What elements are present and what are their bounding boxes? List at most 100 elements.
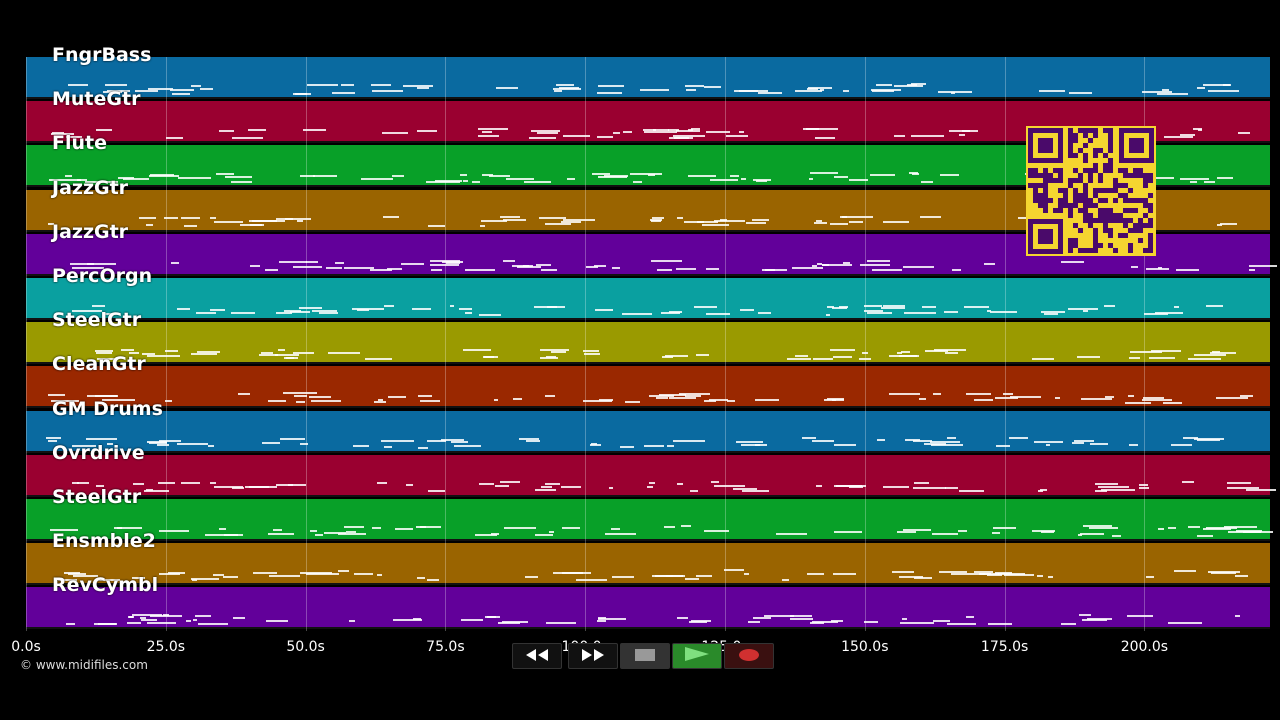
midi-note <box>802 437 816 439</box>
midi-note <box>1082 310 1089 313</box>
midi-note <box>910 134 944 137</box>
midi-note <box>963 306 990 309</box>
midi-note <box>553 90 563 93</box>
midi-note <box>248 485 277 488</box>
tick-label: 0.0s <box>11 639 41 655</box>
midi-note <box>500 480 521 483</box>
midi-note <box>946 622 977 625</box>
midi-note <box>1211 350 1220 353</box>
midi-note <box>848 220 864 223</box>
midi-note <box>871 89 895 92</box>
midi-note <box>478 313 501 316</box>
midi-note <box>1082 619 1108 622</box>
midi-note <box>50 133 75 136</box>
midi-note <box>742 489 769 492</box>
midi-note <box>979 572 991 575</box>
midi-note <box>1223 525 1258 528</box>
midi-note <box>864 621 879 623</box>
midi-note <box>987 623 1012 626</box>
play-button[interactable] <box>672 643 722 669</box>
midi-note <box>231 136 264 139</box>
midi-note <box>720 218 728 221</box>
midi-note <box>105 83 128 86</box>
midi-note <box>909 171 919 174</box>
record-button[interactable] <box>724 643 774 669</box>
midi-note <box>996 444 1011 447</box>
midi-note <box>902 528 931 531</box>
midi-note <box>427 490 445 493</box>
midi-note <box>140 616 146 619</box>
grid-line <box>165 57 167 631</box>
midi-note <box>966 393 991 396</box>
midi-note <box>276 218 294 221</box>
midi-note <box>98 623 117 626</box>
midi-note <box>51 400 80 403</box>
midi-note <box>1215 397 1249 400</box>
grid-line <box>1004 57 1006 631</box>
midi-note <box>289 311 310 314</box>
midi-note <box>539 356 558 359</box>
stop-button[interactable] <box>620 643 670 669</box>
midi-note <box>871 268 902 271</box>
transport-controls <box>510 643 774 669</box>
midi-note <box>165 136 184 139</box>
midi-note <box>384 446 393 449</box>
midi-note <box>709 179 738 182</box>
midi-note <box>690 620 712 623</box>
midi-note <box>741 443 768 446</box>
midi-note <box>196 350 220 353</box>
midi-note <box>524 575 539 578</box>
midi-note <box>169 88 194 91</box>
midi-note <box>1036 575 1044 578</box>
midi-note <box>177 443 208 446</box>
midi-note <box>1240 394 1254 397</box>
midi-note <box>701 223 729 226</box>
copyright-text: © www.midifiles.com <box>20 658 148 672</box>
track-label: MuteGtr <box>52 88 141 111</box>
midi-note <box>740 309 754 312</box>
fast-forward-button[interactable] <box>568 643 618 669</box>
midi-note <box>265 620 289 623</box>
midi-note <box>71 482 80 485</box>
midi-note <box>991 532 1000 535</box>
midi-note <box>1182 481 1195 483</box>
midi-note <box>503 260 516 263</box>
midi-note <box>248 128 266 131</box>
midi-note <box>392 618 422 621</box>
midi-note <box>863 310 883 313</box>
midi-note <box>484 355 499 358</box>
track-label: SteelGtr <box>52 486 142 508</box>
midi-note <box>95 351 112 354</box>
midi-note <box>1031 357 1054 360</box>
midi-note <box>360 178 394 181</box>
midi-note <box>1203 83 1231 86</box>
midi-note <box>490 532 499 535</box>
midi-note <box>732 487 757 490</box>
midi-note <box>959 134 966 137</box>
midi-note <box>134 90 158 93</box>
rewind-button[interactable] <box>512 643 562 669</box>
midi-note <box>651 220 661 223</box>
grid-line <box>725 57 726 631</box>
midi-note <box>938 91 972 94</box>
midi-note <box>158 529 189 532</box>
midi-note <box>210 308 226 311</box>
midi-note <box>96 129 112 132</box>
midi-note <box>824 399 836 402</box>
midi-note <box>1188 357 1221 360</box>
midi-note <box>1182 436 1199 439</box>
tick-label: 175.0s <box>980 639 1029 655</box>
midi-note <box>106 90 131 93</box>
midi-note <box>597 176 628 179</box>
midi-note <box>1068 307 1098 310</box>
midi-note <box>213 573 224 576</box>
midi-note <box>416 576 426 579</box>
midi-note <box>696 574 712 577</box>
midi-note <box>834 531 863 534</box>
midi-note <box>285 217 312 220</box>
midi-note <box>790 617 813 620</box>
midi-note <box>149 442 168 445</box>
midi-note <box>1100 489 1135 492</box>
midi-note <box>1211 571 1237 574</box>
track-label: FngrBass <box>52 44 152 66</box>
